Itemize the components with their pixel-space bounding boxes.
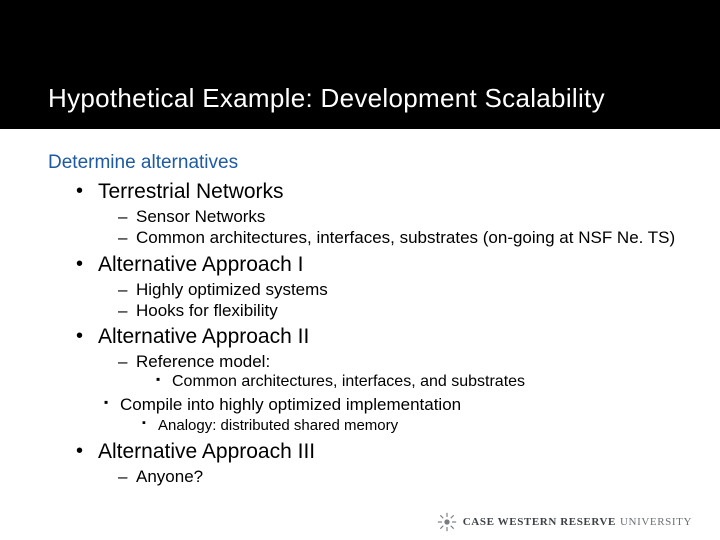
l1-item: Alternative Approach III Anyone? xyxy=(74,440,680,487)
footer-logo: CASE WESTERN RESERVE UNIVERSITY xyxy=(437,512,692,532)
l2-item: Sensor Networks xyxy=(118,206,680,227)
l1-label: Terrestrial Networks xyxy=(98,180,680,204)
l2-item: Highly optimized systems xyxy=(118,279,680,300)
subtitle: Determine alternatives xyxy=(48,152,680,174)
l1-label: Alternative Approach II xyxy=(98,325,680,349)
l1-label: Alternative Approach I xyxy=(98,253,680,277)
l1-label: Alternative Approach III xyxy=(98,440,680,464)
l2-item: Hooks for flexibility xyxy=(118,300,680,321)
l3-item: Common architectures, interfaces, and su… xyxy=(156,372,680,393)
bullet-list-level1: Terrestrial Networks Sensor Networks Com… xyxy=(74,180,680,487)
l2-item-square: Compile into highly optimized implementa… xyxy=(104,394,680,436)
slide-body: Determine alternatives Terrestrial Netwo… xyxy=(48,152,680,487)
sun-icon xyxy=(437,512,457,532)
slide-title: Hypothetical Example: Development Scalab… xyxy=(48,83,605,114)
l1-item: Terrestrial Networks Sensor Networks Com… xyxy=(74,180,680,249)
l2-item: Reference model: Common architectures, i… xyxy=(118,351,680,393)
top-black-band xyxy=(0,0,720,68)
footer-rest: UNIVERSITY xyxy=(620,516,692,528)
l2-item: Common architectures, interfaces, substr… xyxy=(118,227,680,248)
l1-item: Alternative Approach I Highly optimized … xyxy=(74,253,680,322)
title-band: Hypothetical Example: Development Scalab… xyxy=(0,68,720,129)
l2-text: Reference model: xyxy=(136,352,270,371)
footer-strong: CASE WESTERN RESERVE xyxy=(463,516,616,528)
l2-item: Anyone? xyxy=(118,466,680,487)
l1-item: Alternative Approach II Reference model:… xyxy=(74,325,680,436)
l2-text: Compile into highly optimized implementa… xyxy=(120,395,461,414)
l4-item: Analogy: distributed shared memory xyxy=(142,416,680,436)
